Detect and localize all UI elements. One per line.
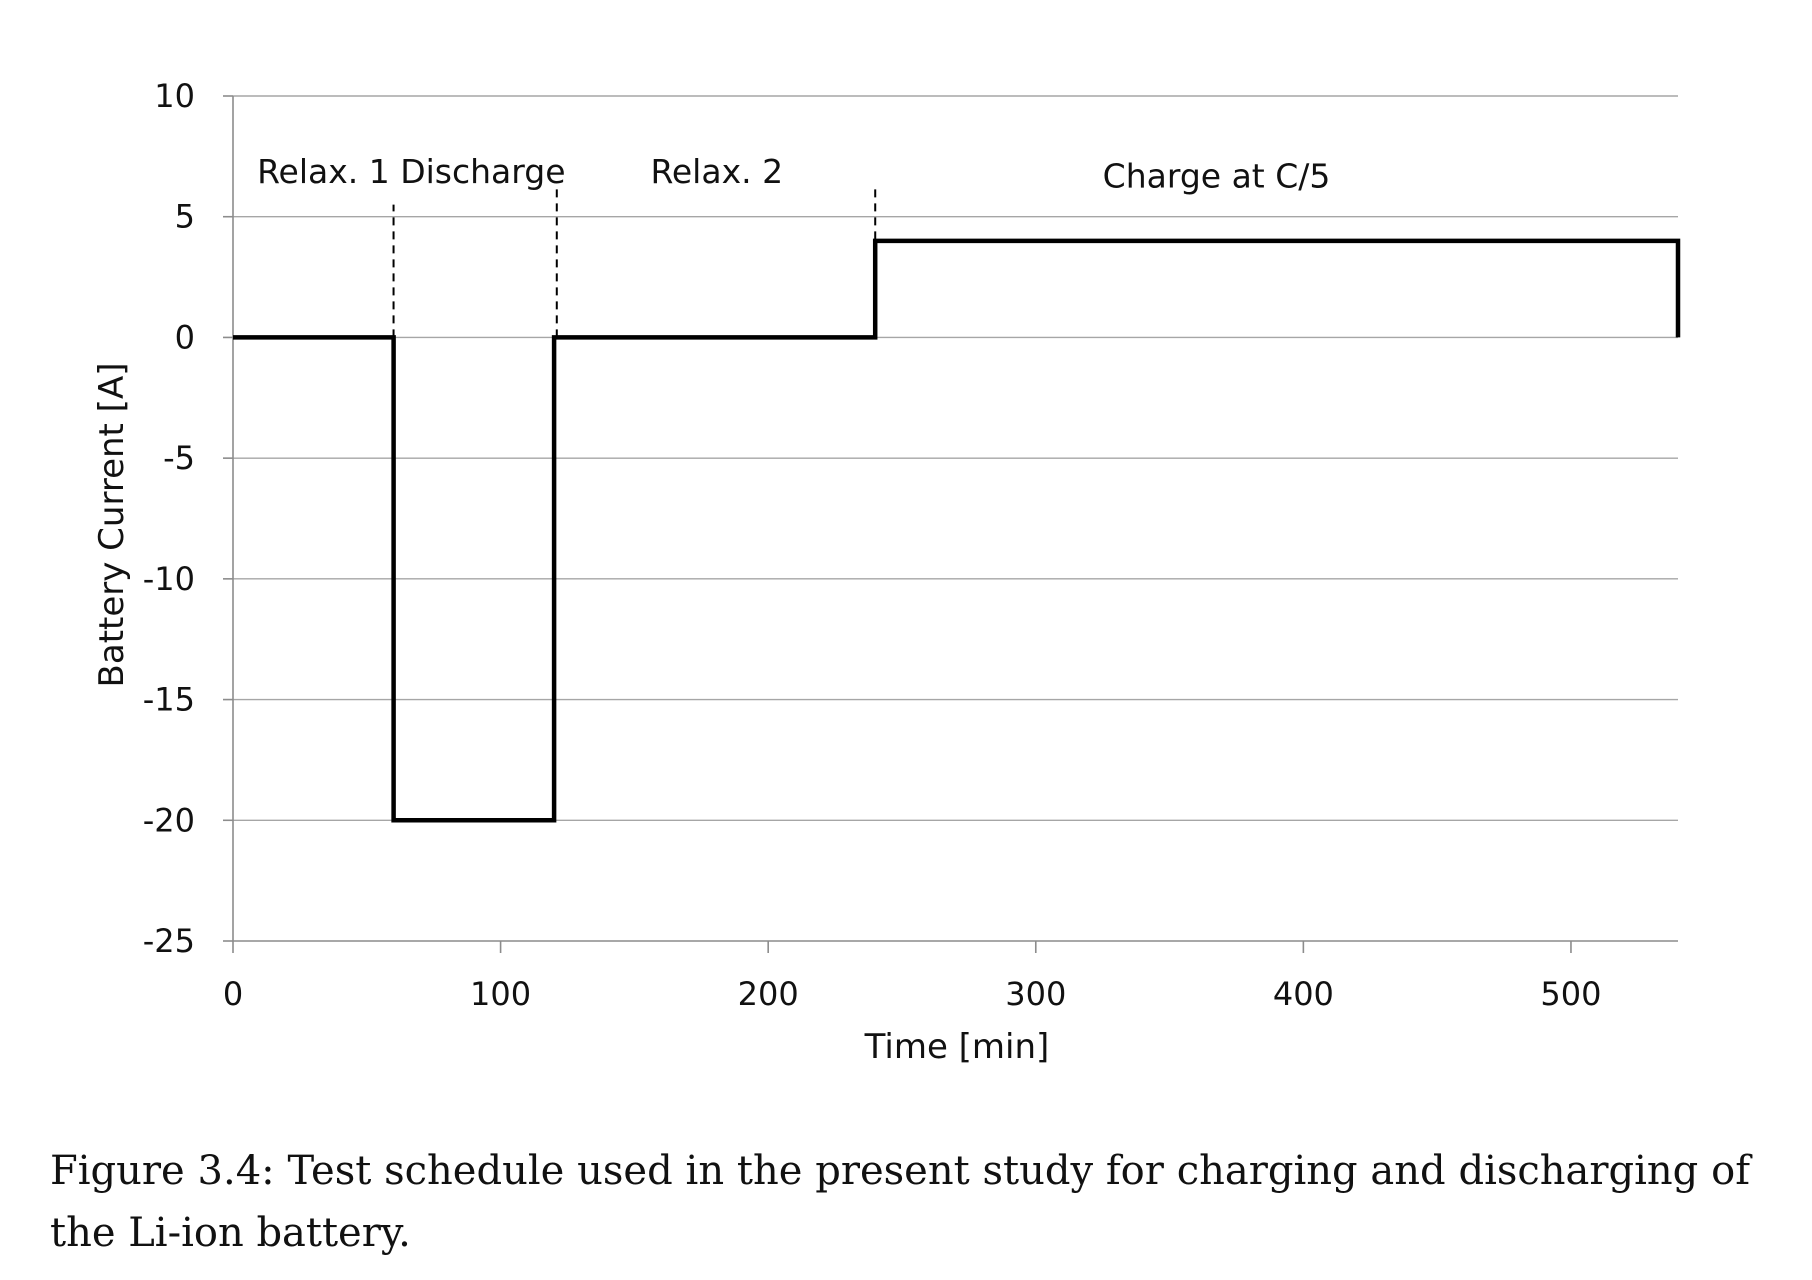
- y-tick-label: -20: [143, 801, 195, 839]
- phase-annotation: Charge at C/5: [1103, 157, 1331, 196]
- phase-annotation: Relax. 1 Discharge: [257, 152, 565, 191]
- x-tick-label: 500: [1540, 975, 1601, 1013]
- y-tick-label: 5: [175, 198, 195, 236]
- phase-annotation: Relax. 2: [650, 152, 783, 191]
- y-tick-label: -5: [163, 439, 195, 477]
- y-tick-label: -15: [143, 681, 195, 719]
- y-tick-label: 0: [175, 318, 195, 356]
- x-tick-label: 400: [1273, 975, 1334, 1013]
- y-tick-labels: 10 5 0 -5 -10 -15 -20 -25: [143, 77, 195, 960]
- chart-plot: 10 5 0 -5 -10 -15 -20 -25 0 100 200 300 400 500 Rela…: [92, 77, 1681, 1067]
- x-axis-label: Time [min]: [864, 1027, 1050, 1067]
- y-tick-label: -25: [143, 922, 195, 960]
- phase-boundaries: [392, 187, 877, 338]
- current-step-line: [233, 238, 1681, 823]
- figure-caption: Figure 3.4: Test schedule used in the pr…: [50, 1148, 1750, 1256]
- grid-lines: [233, 95, 1678, 821]
- y-tick-label: 10: [154, 77, 195, 115]
- axes: [223, 95, 1678, 953]
- x-tick-label: 0: [223, 975, 243, 1013]
- x-tick-label: 200: [738, 975, 799, 1013]
- series: [233, 238, 1681, 823]
- annotations: Relax. 1 Discharge Relax. 2 Charge at C/5: [257, 152, 1330, 196]
- y-tick-label: -10: [143, 560, 195, 598]
- y-axis-label: Battery Current [A]: [92, 363, 132, 688]
- x-tick-labels: 0 100 200 300 400 500: [223, 975, 1602, 1013]
- x-tick-label: 300: [1005, 975, 1066, 1013]
- x-tick-label: 100: [470, 975, 531, 1013]
